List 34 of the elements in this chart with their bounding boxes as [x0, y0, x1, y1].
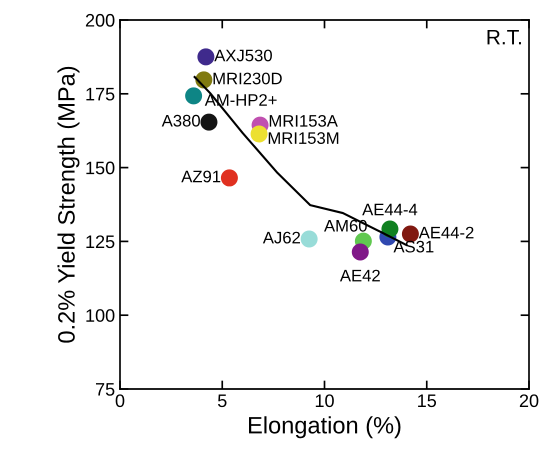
- series-label: AM60: [324, 220, 367, 232]
- y-tick-label: 200: [86, 14, 114, 27]
- y-tick-label: 100: [86, 309, 114, 322]
- annotation: R.T.: [488, 30, 521, 44]
- series-label: AXJ530: [214, 50, 272, 62]
- x-tick-label: 10: [316, 394, 334, 408]
- point: [185, 87, 202, 104]
- point: [250, 125, 268, 142]
- series-label: AE44-2: [418, 226, 474, 238]
- series-label: AE44-4: [362, 204, 418, 216]
- series-label: AS31: [393, 240, 434, 253]
- x-tick-label: 15: [418, 394, 436, 408]
- y-tick-label: 75: [96, 383, 114, 396]
- y-tick-label: 175: [86, 88, 114, 101]
- series-label: MRI153A: [270, 114, 338, 127]
- point: [220, 169, 238, 186]
- y-tick-label: 150: [86, 162, 114, 174]
- series-label: AZ91: [181, 170, 220, 182]
- point: [197, 48, 214, 66]
- series-label: A380: [162, 114, 200, 127]
- y-axis-title: 0.2% Yield Strength (MPa): [57, 66, 80, 343]
- series-label: AJ62: [262, 232, 300, 244]
- point: [381, 220, 398, 238]
- x-tick-label: 5: [218, 394, 227, 408]
- point: [300, 230, 318, 248]
- series-label: MRI153M: [268, 132, 338, 144]
- point: [200, 114, 218, 131]
- x-tick-label: 20: [520, 394, 538, 408]
- x-axis-title: Elongation (%): [249, 416, 400, 438]
- point: [352, 244, 369, 261]
- series-label: AE42: [340, 270, 380, 282]
- y-tick-label: 125: [86, 235, 114, 248]
- x-tick-label: 0: [116, 394, 124, 408]
- series-label: MRI230D: [214, 72, 282, 84]
